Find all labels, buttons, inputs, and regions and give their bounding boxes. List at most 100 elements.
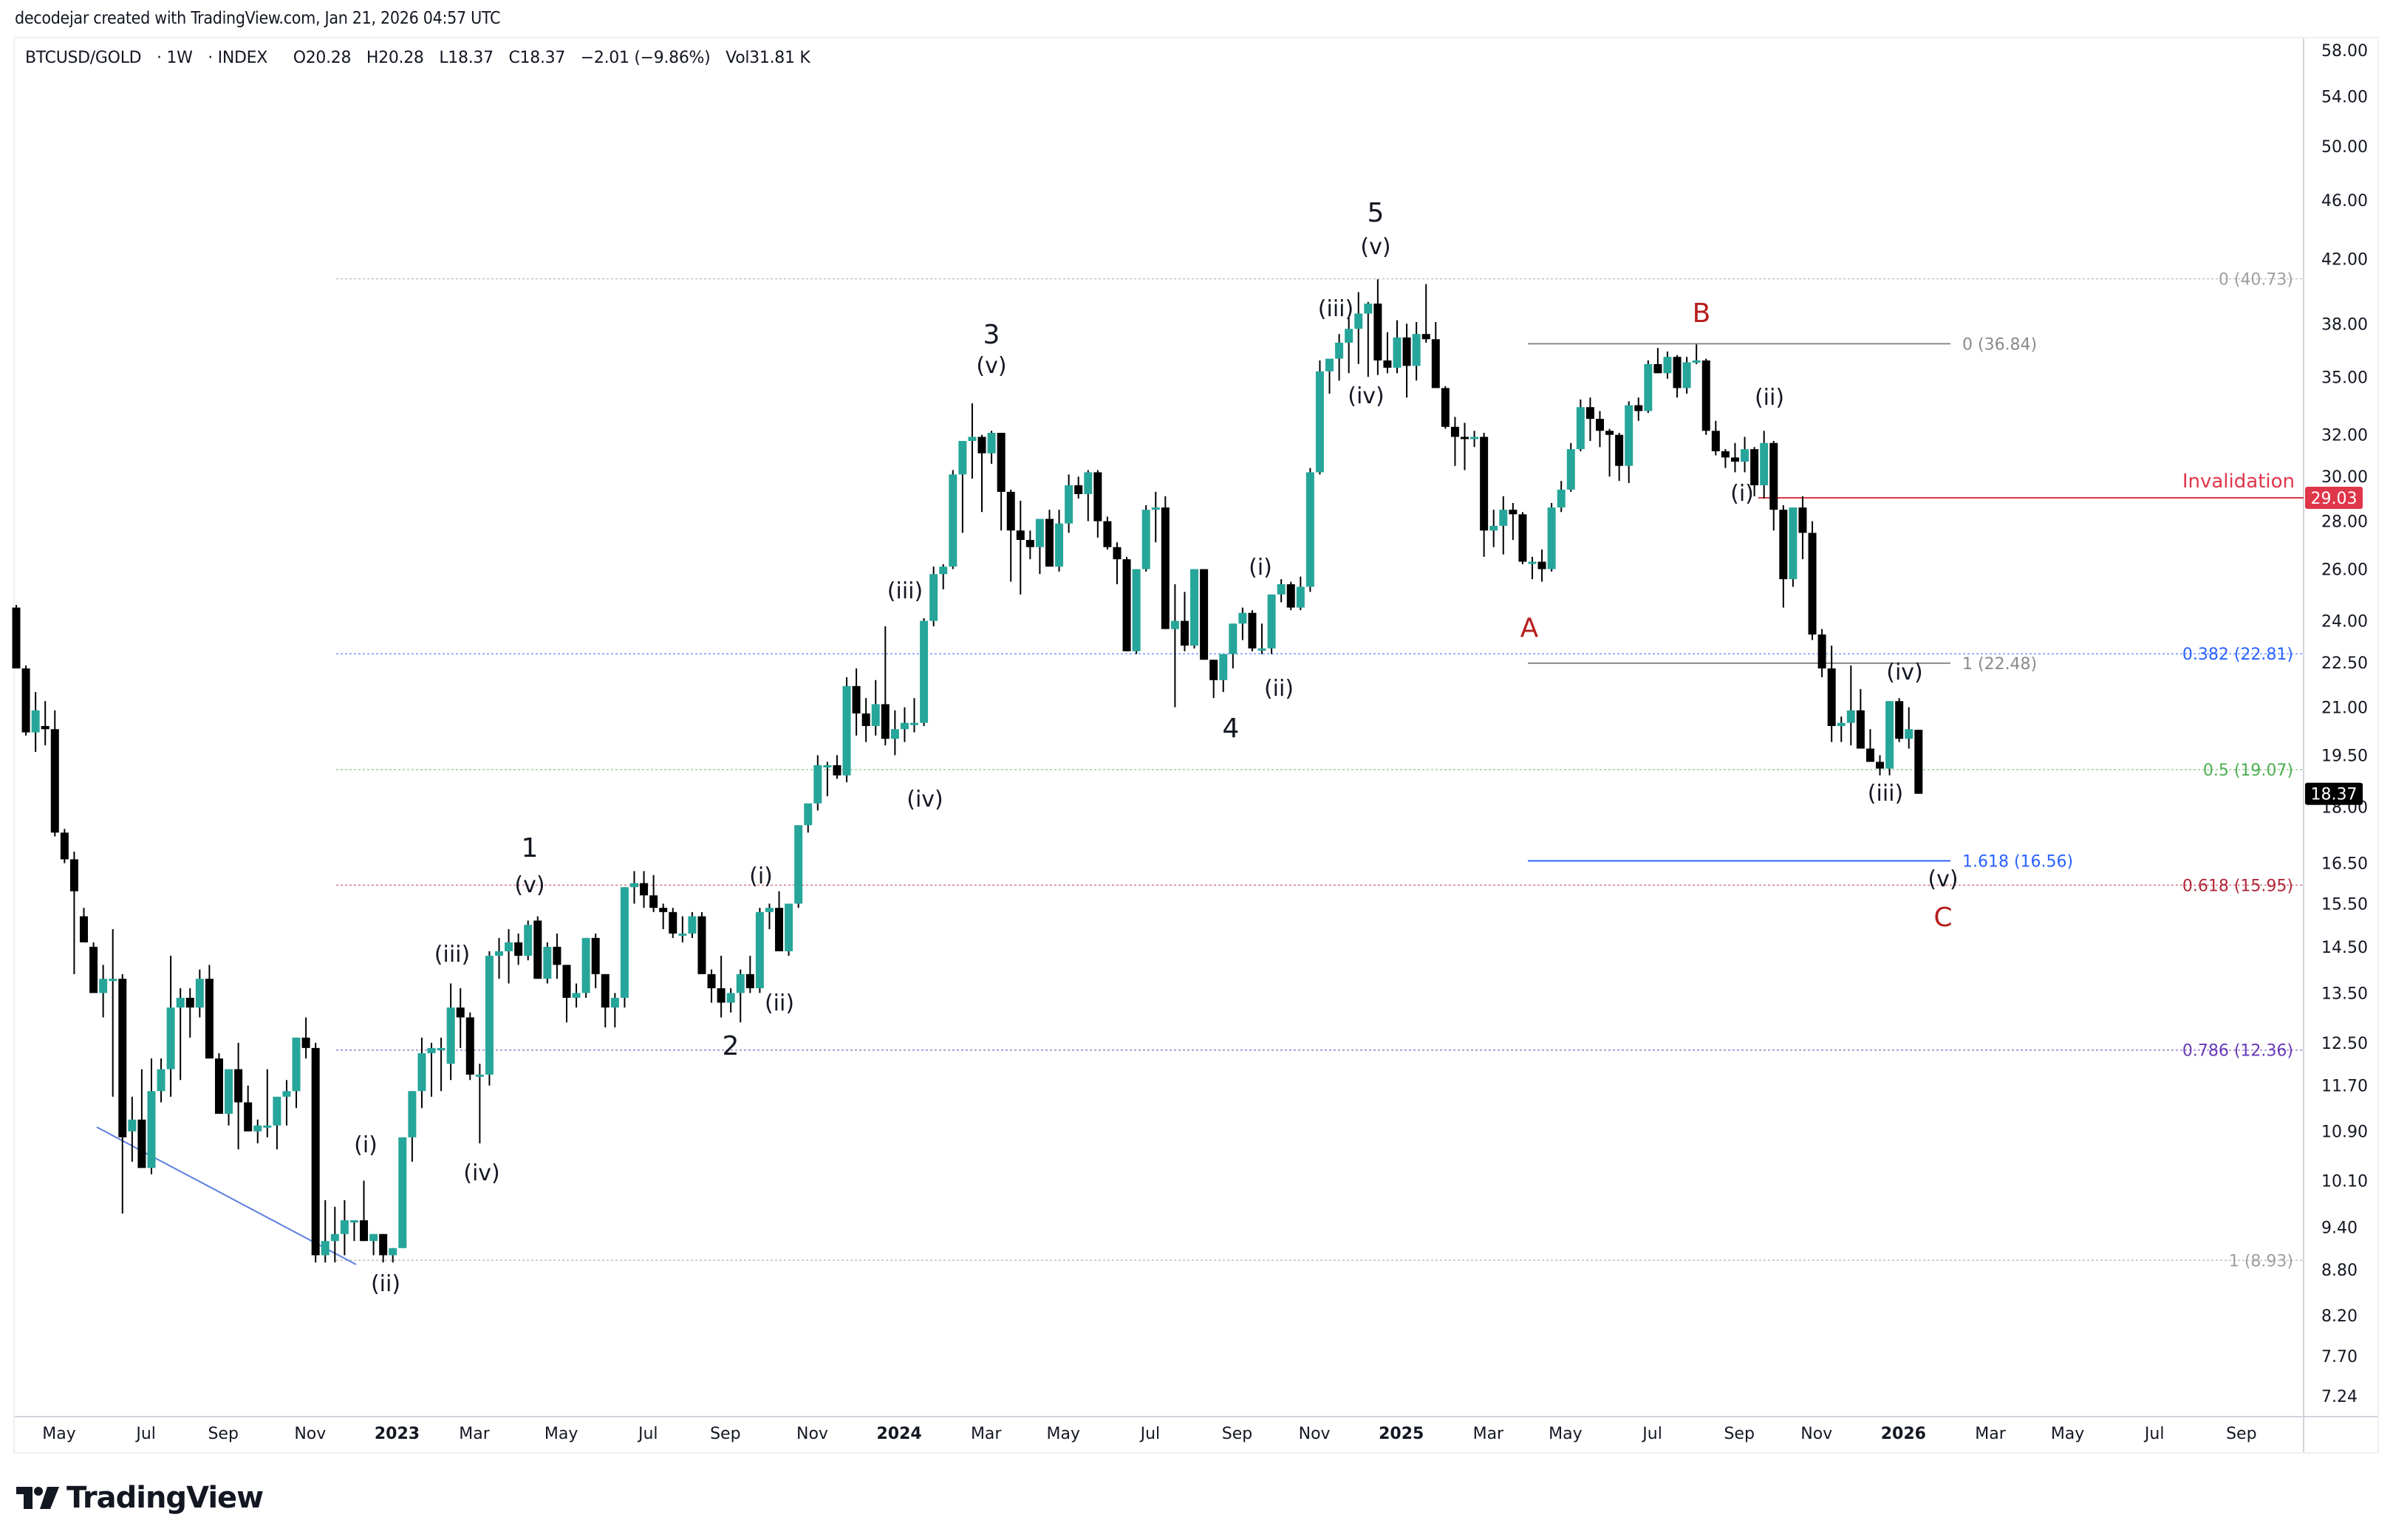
wave-label[interactable]: (ii) [1755, 385, 1784, 411]
candle[interactable] [717, 956, 726, 1018]
candle[interactable] [1151, 491, 1160, 543]
candle[interactable] [1798, 496, 1807, 560]
candle[interactable] [1721, 449, 1730, 468]
wave-label[interactable]: (ii) [1264, 676, 1294, 702]
candle[interactable] [1267, 594, 1276, 654]
candle[interactable] [813, 755, 822, 811]
candle[interactable] [89, 942, 98, 993]
candle[interactable] [1190, 569, 1199, 648]
candle[interactable] [1141, 505, 1150, 572]
candle[interactable] [1576, 399, 1585, 451]
candle[interactable] [330, 1206, 339, 1263]
candle[interactable] [1817, 629, 1826, 677]
candle[interactable] [1161, 496, 1170, 629]
candle[interactable] [987, 431, 996, 464]
wave-label[interactable]: 2 [723, 1031, 740, 1061]
wave-label[interactable]: A [1520, 613, 1539, 643]
candle[interactable] [360, 1180, 369, 1242]
candle[interactable] [1730, 442, 1739, 473]
candle[interactable] [1673, 355, 1682, 398]
candle[interactable] [79, 908, 88, 942]
candle[interactable] [649, 875, 658, 912]
candle[interactable] [1296, 576, 1305, 611]
candle[interactable] [1625, 401, 1634, 484]
candle[interactable] [794, 825, 803, 908]
candle[interactable] [1257, 623, 1266, 654]
candle[interactable] [1393, 320, 1402, 374]
candle[interactable] [1093, 470, 1102, 538]
candle[interactable] [60, 829, 69, 863]
candle[interactable] [1035, 519, 1044, 575]
candle[interactable] [99, 965, 108, 1018]
candle[interactable] [1248, 610, 1257, 651]
candle[interactable] [1547, 502, 1556, 572]
wave-label[interactable]: (iv) [1886, 660, 1923, 685]
candle[interactable] [1450, 417, 1459, 466]
candle[interactable] [495, 937, 503, 979]
candle[interactable] [804, 803, 813, 833]
candle[interactable] [1383, 332, 1392, 374]
candle[interactable] [1441, 386, 1450, 429]
candle[interactable] [1065, 474, 1073, 533]
candle[interactable] [157, 1058, 165, 1103]
candle[interactable] [1537, 550, 1546, 582]
candle[interactable] [1876, 755, 1885, 776]
price-axis[interactable]: 58.00 54.00 50.00 46.00 42.00 38.00 35.00 32.00… [2321, 42, 2368, 1406]
candle[interactable] [900, 707, 909, 742]
candle[interactable] [524, 920, 533, 961]
candle[interactable] [871, 680, 880, 736]
candle[interactable] [1566, 442, 1575, 492]
candle[interactable] [1644, 360, 1653, 414]
candle[interactable] [1499, 496, 1508, 555]
candle[interactable] [1016, 500, 1025, 595]
candle[interactable] [137, 1069, 146, 1168]
candle[interactable] [1585, 397, 1594, 441]
candle[interactable] [736, 969, 745, 1023]
candle[interactable] [1238, 607, 1247, 640]
candle[interactable] [1461, 422, 1469, 470]
candle[interactable] [1335, 334, 1344, 381]
wave-label[interactable]: (i) [1249, 555, 1272, 581]
candle[interactable] [1132, 569, 1141, 654]
candle[interactable] [1808, 521, 1817, 640]
candle[interactable] [263, 1069, 272, 1137]
candle[interactable] [949, 470, 957, 569]
candle[interactable] [823, 762, 832, 797]
wave-label[interactable]: (i) [749, 863, 773, 889]
candle[interactable] [610, 993, 619, 1028]
elliott-wave-labels[interactable]: (i) (ii) (iii) (iv) 1 (v) 2 (i) (ii) (iii) (iv) 3 (v… [354, 198, 1958, 1297]
candle[interactable] [1692, 344, 1701, 364]
wave-label[interactable]: (iii) [1318, 296, 1353, 322]
candle[interactable] [1345, 317, 1353, 374]
candle[interactable] [1480, 433, 1489, 557]
wave-label[interactable]: (iii) [434, 942, 470, 968]
time-axis[interactable]: May Jul Sep Nov 2023 Mar May Jul Sep Nov 2024 Mar Ma… [42, 1425, 2256, 1443]
wave-label[interactable]: (v) [1928, 866, 1958, 892]
candle[interactable] [1045, 510, 1054, 567]
candle[interactable] [1865, 729, 1874, 762]
candle[interactable] [572, 983, 581, 1008]
symbol-name[interactable]: BTCUSD/GOLD · 1W · INDEX [25, 49, 267, 67]
candle[interactable] [581, 937, 590, 998]
candle[interactable] [176, 988, 185, 1081]
candle[interactable] [1470, 431, 1479, 448]
candle[interactable] [543, 942, 552, 984]
candle[interactable] [939, 564, 948, 589]
candle[interactable] [282, 1080, 291, 1126]
candle[interactable] [475, 1064, 484, 1143]
candle[interactable] [1421, 284, 1430, 343]
candle[interactable] [707, 969, 716, 1003]
candle[interactable] [505, 929, 513, 984]
candle[interactable] [31, 691, 40, 752]
candle[interactable] [514, 933, 523, 965]
candle[interactable] [225, 1069, 233, 1126]
candle[interactable] [920, 617, 929, 726]
candle[interactable] [881, 626, 890, 746]
candle[interactable] [842, 677, 851, 783]
candle[interactable] [253, 1119, 262, 1143]
tradingview-logo[interactable]: TradingView [16, 1481, 264, 1515]
candle[interactable] [118, 973, 127, 1214]
candle[interactable] [195, 969, 204, 1018]
candle[interactable] [244, 1085, 253, 1132]
wave-label[interactable]: (ii) [371, 1271, 400, 1297]
